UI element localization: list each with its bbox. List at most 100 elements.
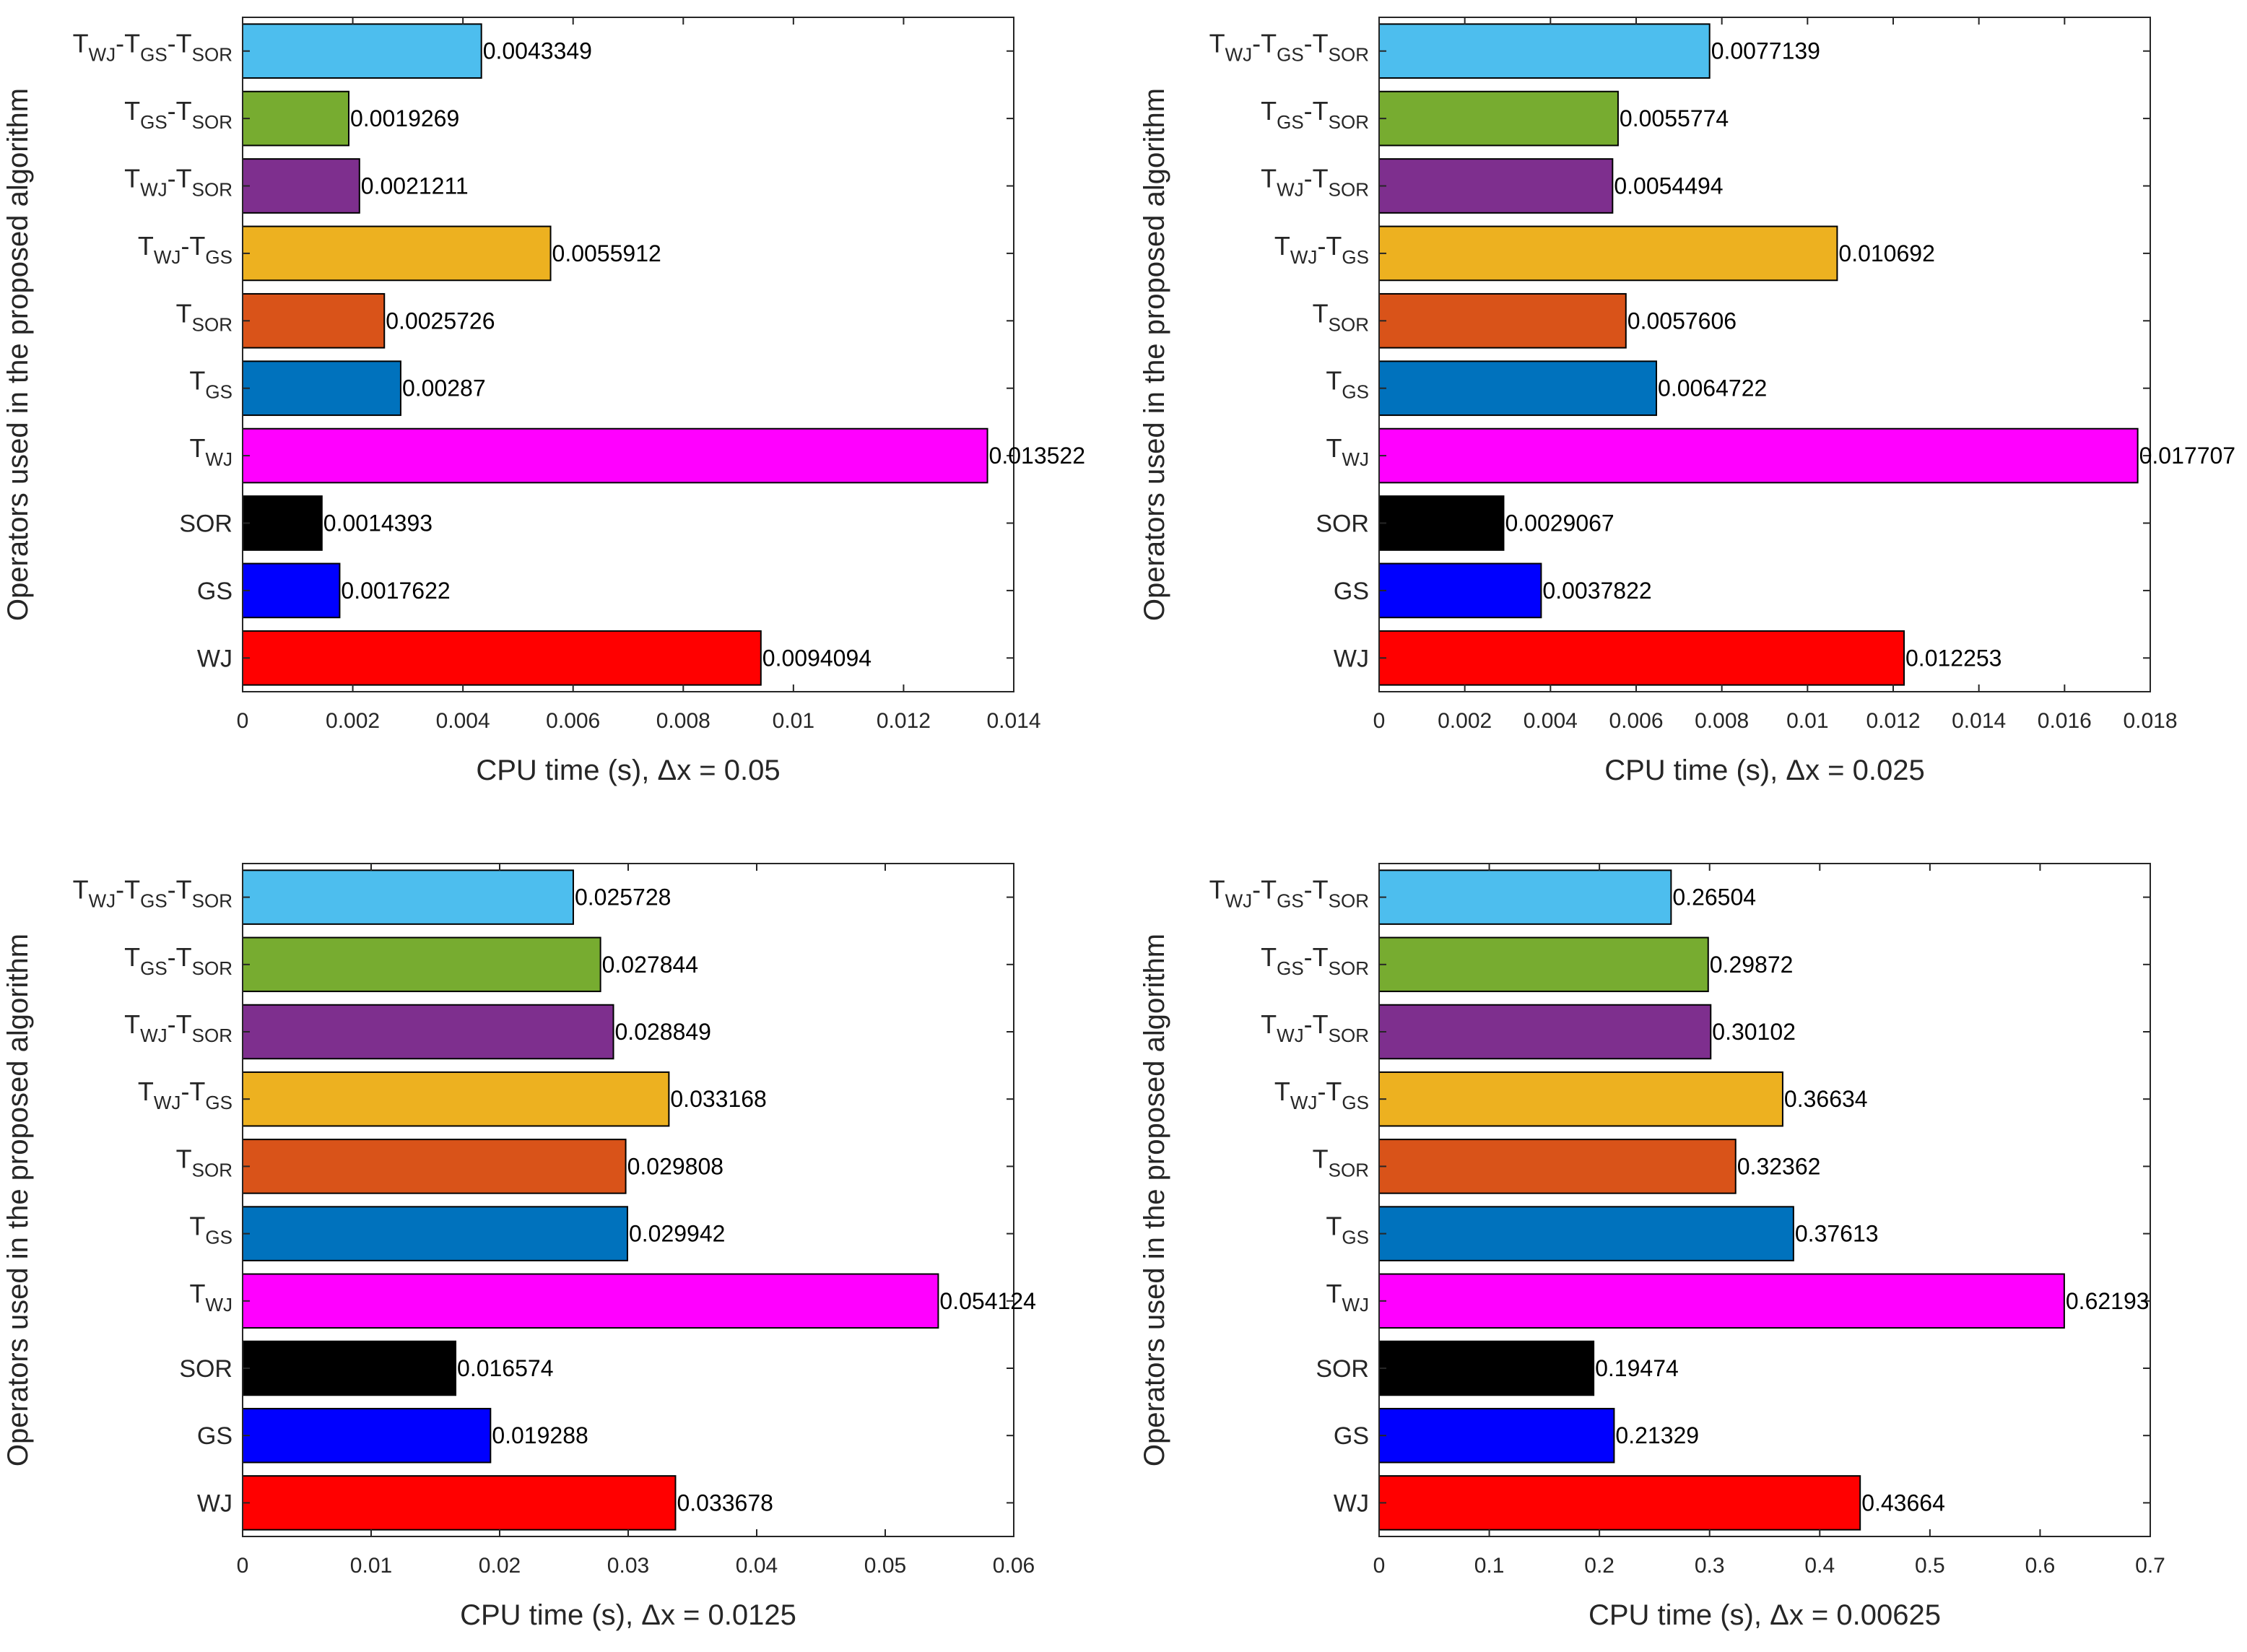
- y-tick-label: TGS-TSOR: [1261, 96, 1369, 133]
- bar: [1378, 292, 1627, 349]
- x-tick-label: 0.06: [993, 1554, 1035, 1578]
- bar: [242, 1071, 670, 1127]
- x-tick-label: 0: [237, 709, 249, 733]
- x-tick-label: 0.002: [1438, 709, 1492, 733]
- data-label: 0.0064722: [1658, 375, 1767, 401]
- y-tick-label: TSOR: [1313, 298, 1369, 335]
- data-label: 0.0019269: [350, 105, 459, 131]
- y-tick-label: TGS: [1326, 366, 1369, 403]
- y-tick-label: TGS-TSOR: [124, 942, 232, 979]
- y-tick-label: TGS-TSOR: [124, 96, 232, 133]
- data-label: 0.028849: [615, 1019, 711, 1045]
- x-tick-label: 0.016: [2038, 709, 2092, 733]
- y-tick-label: TWJ-TGS: [1274, 1077, 1369, 1113]
- y-tick-label: WJ: [197, 645, 232, 672]
- y-tick-label: TSOR: [176, 1144, 232, 1181]
- bar: [1378, 495, 1505, 551]
- bar: [242, 225, 552, 282]
- bar: [1378, 1206, 1794, 1261]
- axes-box: [1378, 17, 2151, 692]
- bar: [1378, 360, 1658, 417]
- bar: [242, 562, 341, 619]
- data-label: 0.0094094: [762, 645, 872, 671]
- data-label: 0.025728: [575, 884, 671, 910]
- bar: [1378, 225, 1838, 282]
- y-tick-label: GS: [1334, 578, 1369, 605]
- data-label: 0.32362: [1737, 1153, 1821, 1179]
- y-tick-label: TWJ-TGS-TSOR: [1209, 875, 1369, 912]
- y-tick-label: TWJ: [1326, 1279, 1369, 1316]
- data-label: 0.0057606: [1627, 308, 1737, 334]
- x-tick-label: 0.5: [1915, 1554, 1945, 1578]
- y-tick-label: GS: [1334, 1422, 1369, 1450]
- x-tick-label: 0.018: [2123, 709, 2177, 733]
- x-tick-label: 0.04: [736, 1554, 778, 1578]
- data-label: 0.013522: [989, 443, 1085, 469]
- bar: [242, 292, 386, 349]
- y-tick-label: TGS: [189, 1212, 232, 1248]
- x-tick-label: 0.02: [479, 1554, 521, 1578]
- y-axis-label: Operators used in the proposed algorithm: [2, 934, 34, 1466]
- y-tick-label: GS: [197, 578, 232, 605]
- data-label: 0.029808: [627, 1153, 723, 1179]
- data-label: 0.36634: [1784, 1086, 1868, 1112]
- y-tick-label: TWJ-TGS: [138, 1077, 232, 1113]
- data-label: 0.37613: [1795, 1221, 1879, 1247]
- bar: [242, 158, 360, 214]
- y-tick-label: TSOR: [1313, 1144, 1369, 1181]
- y-tick-label: WJ: [197, 1490, 232, 1517]
- x-tick-label: 0.014: [986, 709, 1040, 733]
- bar: [242, 90, 349, 147]
- data-label: 0.62193: [2066, 1288, 2150, 1314]
- y-axis-label: Operators used in the proposed algorithm: [1139, 88, 1170, 621]
- data-label: 0.0055774: [1620, 105, 1729, 131]
- data-label: 0.027844: [602, 952, 698, 978]
- x-tick-label: 0.03: [607, 1554, 649, 1578]
- x-tick-label: 0.1: [1474, 1554, 1505, 1578]
- bar: [1378, 427, 2139, 484]
- x-axis-label: CPU time (s), Δx = 0.025: [1604, 755, 1925, 786]
- x-tick-label: 0: [237, 1554, 249, 1578]
- data-label: 0.0055912: [552, 240, 661, 266]
- bar: [1378, 630, 1905, 686]
- data-label: 0.010692: [1838, 240, 1934, 266]
- y-tick-label: SOR: [179, 1355, 232, 1383]
- y-tick-label: TWJ-TGS: [1274, 231, 1369, 268]
- y-tick-label: WJ: [1334, 645, 1369, 672]
- y-tick-label: TWJ-TSOR: [1261, 164, 1369, 201]
- y-tick-label: TWJ-TGS-TSOR: [73, 29, 232, 66]
- x-tick-label: 0.006: [546, 709, 600, 733]
- x-tick-label: 0.008: [1695, 709, 1749, 733]
- x-axis-label: CPU time (s), Δx = 0.0125: [460, 1599, 796, 1631]
- x-tick-label: 0.002: [326, 709, 380, 733]
- bar: [242, 1139, 627, 1194]
- bar: [242, 23, 482, 79]
- x-tick-label: 0.012: [877, 709, 931, 733]
- y-tick-label: WJ: [1334, 1490, 1369, 1517]
- x-tick-label: 0.3: [1695, 1554, 1725, 1578]
- bar: [1378, 1340, 1595, 1396]
- bar: [242, 427, 988, 484]
- y-tick-label: GS: [197, 1422, 232, 1450]
- bar: [1378, 90, 1619, 147]
- bar: [242, 936, 601, 993]
- chart-panel-2: 0 0.002 0.004 0.006 0.008 0.01 0.012 0.014 0.016…: [1139, 17, 2235, 786]
- data-label: 0.26504: [1672, 884, 1756, 910]
- bar: [1378, 1273, 2065, 1329]
- y-tick-label: TGS: [1326, 1212, 1369, 1248]
- data-label: 0.012253: [1905, 645, 2002, 671]
- y-axis-label: Operators used in the proposed algorithm: [2, 88, 34, 621]
- bar: [1378, 1139, 1737, 1194]
- data-label: 0.0077139: [1711, 38, 1820, 64]
- x-tick-label: 0.7: [2135, 1554, 2165, 1578]
- bar: [242, 1004, 614, 1060]
- x-tick-label: 0.014: [1952, 709, 2006, 733]
- bar: [1378, 1071, 1783, 1127]
- x-tick-label: 0.6: [2025, 1554, 2056, 1578]
- bar: [1378, 936, 1709, 993]
- data-label: 0.0037822: [1542, 578, 1651, 604]
- bar: [242, 1340, 457, 1396]
- y-tick-label: TGS-TSOR: [1261, 942, 1369, 979]
- bar: [242, 869, 574, 925]
- y-tick-label: TWJ-TGS-TSOR: [73, 875, 232, 912]
